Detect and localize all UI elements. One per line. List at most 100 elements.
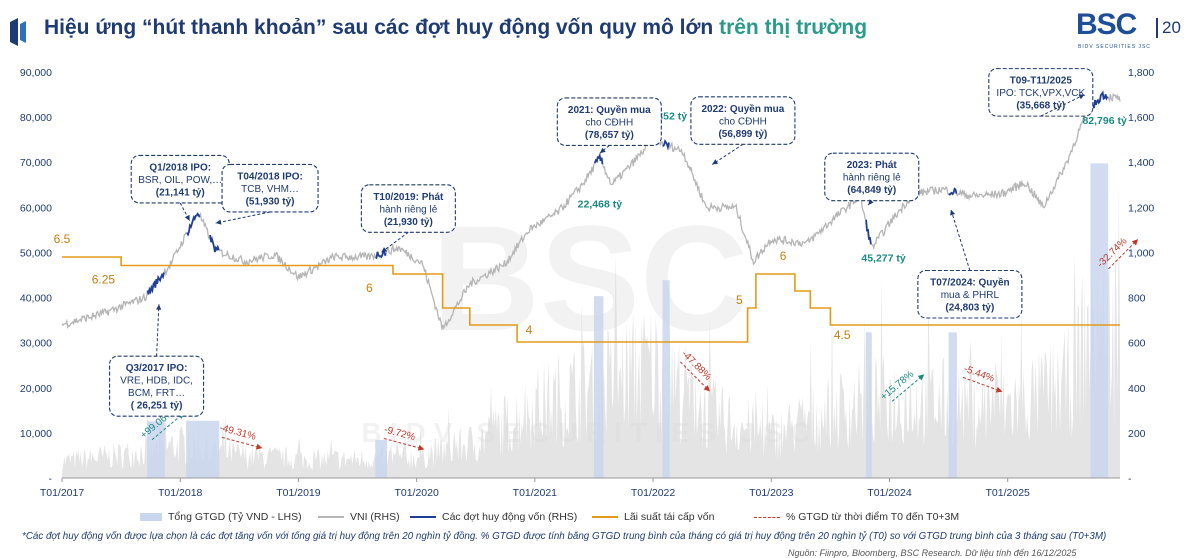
callout-arrowhead-7 [950,209,956,216]
y-right-tick-4: 800 [1128,293,1146,305]
callout-1-line-1: TCB, VHM… [241,184,299,195]
pct-arrowhead-3 [703,385,710,392]
rate-label-4: 5 [736,293,743,307]
logo-subtext: BIDV SECURITIES JSC [1078,44,1151,50]
callout-6-line-0: 2023: Phát [847,160,898,171]
callout-arrowhead-2 [156,304,162,310]
rate-label-5: 6 [780,249,787,263]
callout-arrowhead-6 [868,199,874,206]
x-tick-4: T01/2021 [513,487,558,499]
legend-rate-swatch [592,516,618,519]
rate-label-1: 6.25 [92,272,116,286]
callout-box-2 [109,355,205,417]
y-right-tick-1: 200 [1128,428,1146,440]
callout-1: T04/2018 IPO: TCB, VHM…(51,930 tỷ) [215,163,319,225]
gtgd-area-group [62,179,1120,478]
y-right-tick-6: 1,200 [1128,202,1154,214]
callout-2: Q3/2017 IPO: VRE, HDB, IDC,BCM, FRT… ( 26,… [109,304,205,417]
bsc-logo: BSC BIDV SECURITIES JSC 20 [1072,8,1198,52]
callout-pointer-1 [215,211,271,224]
point-label-0: 22,468 tỷ [578,198,623,210]
gtgd-band-6 [948,332,957,478]
rate-label-0: 6.5 [54,232,71,246]
capital-segment-4 [593,152,604,165]
callout-3-line-2: (21,930 tỷ) [384,217,433,228]
rate-label-2: 6 [366,281,373,295]
y-right-tick-7: 1,400 [1128,157,1154,169]
callout-pointer-2 [156,304,160,357]
gtgd-band-0 [147,421,165,478]
pct-label-5: -5.44% [962,364,996,385]
y-left-tick-8: 80,000 [20,112,52,124]
y-right-tick-0: - [1128,473,1132,485]
callout-4-line-1: cho CĐHH [585,117,633,128]
callout-box-1 [221,163,319,213]
callout-8-line-0: T09-T11/2025 [1010,76,1073,87]
legend-pct: % GTGD từ thời điểm T0 đến T0+3M [754,511,959,523]
callout-2-line-0: Q3/2017 IPO: [126,363,188,374]
y-right-tick-8: 1,600 [1128,112,1154,124]
footnote: *Các đợt huy động vốn được lựa chọn là c… [22,531,1107,542]
callout-1-line-0: T04/2018 IPO: [237,171,303,182]
page-title: Hiệu ứng “hút thanh khoản” sau các đợt h… [44,16,867,40]
pct-arrowhead-6 [1131,239,1139,246]
y-right-tick-2: 400 [1128,383,1146,395]
point-label-3: 82,796 tỷ [1082,115,1127,127]
callout-4-line-2: (78,657 tỷ) [585,130,634,141]
y-left-tick-6: 60,000 [20,202,52,214]
legend-capital-label: Các đợt huy động vốn (RHS) [442,511,578,523]
title-bar-icon [10,18,26,46]
callout-pointer-7 [950,209,971,271]
capital-segment-3 [375,248,387,260]
rate-label-6: 4.5 [834,328,851,342]
legend-vni: VNI (RHS) [318,511,400,523]
callout-arrowhead-1 [215,219,222,225]
gtgd-band-5 [865,332,872,478]
callout-arrowhead-5 [712,159,719,165]
y-left-tick-7: 70,000 [20,157,52,169]
callout-0-line-2: (21,141 tỷ) [156,187,205,198]
legend-vni-label: VNI (RHS) [350,511,400,523]
x-tick-0: T01/2017 [40,487,85,499]
title-bar: Hiệu ứng “hút thanh khoản” sau các đợt h… [10,14,910,54]
x-tick-8: T01/2025 [986,487,1031,499]
x-tick-1: T01/2018 [158,487,203,499]
pct-arrowhead-1 [255,443,263,450]
pct-marker-1: -49.31% [218,423,263,450]
callout-0-line-1: BSR, OIL, POW,… [138,175,222,186]
capital-segment-0 [146,272,165,295]
vni-line [61,91,1121,331]
title-prefix: Hiệu ứng “hút thanh khoản” sau các đợt h… [44,16,720,39]
x-tick-5: T01/2022 [631,487,676,499]
watermark-text: BSC [432,194,749,362]
callout-pointer-8 [1040,94,1085,117]
gtgd-area [62,179,1120,478]
callout-0: Q1/2018 IPO: BSR, OIL, POW,…(21,141 tỷ) [130,154,230,222]
pct-marker-4: +15.78% [879,369,925,403]
callout-group: Q1/2018 IPO: BSR, OIL, POW,…(21,141 tỷ) T0… [109,68,1094,417]
callout-5-line-2: (56,899 tỷ) [718,129,767,140]
callout-3-line-0: T10/2019: Phát [373,192,444,203]
callout-7: T07/2024: Quyền mua & PHRL(24,803 tỷ) [917,209,1023,319]
y-left-tick-9: 90,000 [20,67,52,79]
point-label-2: 45,277 tỷ [861,252,906,264]
pct-arrow-6 [1108,243,1135,270]
title-highlight: trên thị trường [719,16,868,39]
pct-arrowhead-2 [417,444,425,451]
callout-7-line-2: (24,803 tỷ) [945,302,994,313]
callout-1-line-2: (51,930 tỷ) [246,196,295,207]
y-right-tick-3: 600 [1128,338,1146,350]
rate-line [62,256,1120,343]
pct-label-1: -49.31% [218,423,257,443]
x-tick-3: T01/2020 [394,487,439,499]
vni-line-group [61,91,1121,331]
callout-6: 2023: Phát hành riêng lẻ(64,849 tỷ) [824,152,920,206]
callout-2-line-2: BCM, FRT… [128,388,185,399]
capital-raise-group [146,90,1109,295]
capital-segment-7 [948,187,958,196]
pct-arrow-4 [891,377,920,402]
gtgd-band-1 [186,420,220,478]
pct-arrowhead-4 [917,374,925,381]
